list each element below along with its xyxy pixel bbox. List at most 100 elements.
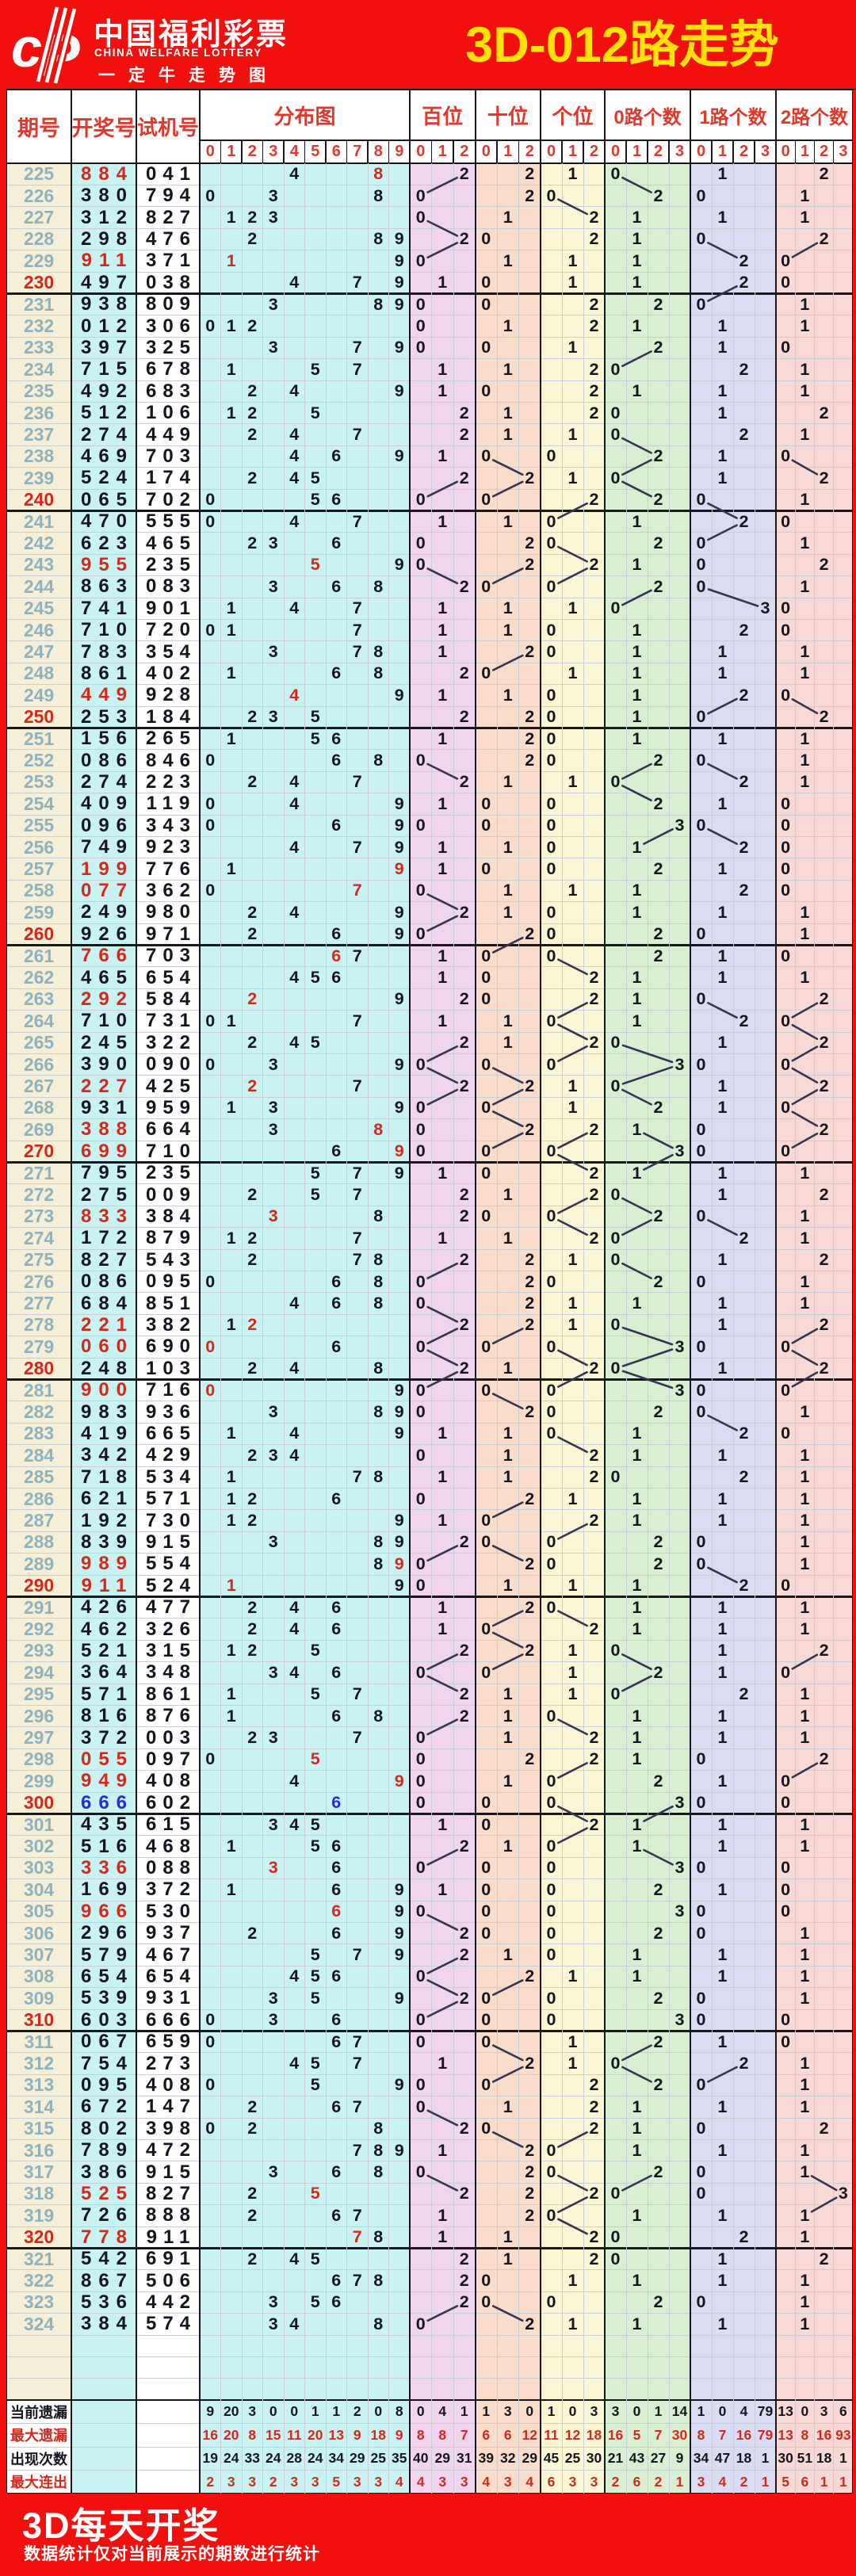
grid-line	[625, 140, 627, 163]
trend-digit-shi: 2	[525, 707, 535, 727]
issue-cell: 266	[23, 1053, 55, 1075]
stat-value: 39	[478, 2450, 494, 2467]
test-number: 506	[145, 2269, 197, 2291]
dist-digit: 6	[331, 2270, 342, 2290]
win-number: 579	[80, 1943, 135, 1966]
trend-digit-lu2: 0	[781, 338, 791, 357]
trend-digit-lu0: 1	[632, 1597, 642, 1617]
trend-digit-shi: 0	[481, 490, 491, 510]
trend-digit-lu1: 1	[717, 1836, 728, 1856]
bottom-banner: 3D每天开奖 数据统计仅对当前展示的期数进行统计	[0, 2494, 856, 2576]
issue-cell: 316	[23, 2139, 55, 2161]
trend-digit-ge: 1	[567, 1098, 578, 1118]
trend-digit-bai: 0	[415, 490, 426, 510]
trend-digit-lu1: 1	[717, 1359, 728, 1378]
win-number: 462	[80, 1618, 135, 1640]
trend-digit-shi: 0	[481, 989, 491, 1009]
trend-digit-lu1: 0	[696, 1271, 706, 1291]
top-banner: c P 中国福利彩票 CHINA WELFARE LOTTERY 一定牛走势图 …	[0, 0, 856, 90]
dist-digit: 0	[205, 881, 216, 900]
trend-digit-bai: 2	[459, 989, 469, 1009]
test-number: 425	[145, 1075, 197, 1097]
stat-value: 29	[350, 2450, 365, 2467]
issue-cell: 268	[23, 1097, 55, 1118]
grid-line	[304, 140, 306, 163]
issue-cell: 286	[23, 1488, 55, 1509]
stat-value: 79	[757, 2426, 774, 2443]
grid-line	[6, 1596, 853, 1598]
trend-digit-bai: 0	[415, 881, 426, 900]
issue-cell: 239	[23, 467, 55, 488]
stat-value: 3	[611, 2403, 620, 2420]
trend-digit-shi: 1	[503, 1424, 513, 1443]
dist-digit: 3	[268, 1119, 278, 1139]
stat-value: 8	[416, 2426, 425, 2443]
test-number: 654	[145, 1965, 197, 1987]
dist-digit: 7	[352, 2270, 362, 2290]
issue-cell: 304	[23, 1878, 55, 1900]
dist-digit: 9	[394, 1879, 404, 1899]
dist-digit: 0	[205, 750, 216, 770]
trend-digit-shi: 2	[525, 2053, 535, 2073]
trend-digit-shi: 1	[503, 1706, 513, 1726]
dist-digit: 7	[352, 1184, 362, 1204]
issue-cell: 231	[23, 293, 55, 315]
stat-value: 1	[697, 2403, 705, 2420]
issue-cell: 267	[23, 1075, 55, 1096]
grid-line	[367, 163, 369, 2494]
trend-digit-lu1: 0	[696, 750, 706, 770]
grid-line	[6, 1292, 853, 1294]
trend-digit-lu1: 2	[739, 1424, 749, 1443]
dist-digit: 7	[352, 1163, 362, 1183]
header-tick-lu1-3: 3	[760, 143, 770, 160]
win-number: 931	[80, 1096, 135, 1118]
win-number: 536	[80, 2291, 135, 2313]
trend-digit-lu1: 0	[696, 1532, 706, 1552]
trend-digit-lu1: 1	[717, 902, 728, 922]
trend-digit-lu1: 0	[696, 2010, 706, 2030]
trend-digit-lu0: 2	[653, 1532, 663, 1552]
trend-digit-shi: 2	[525, 1076, 535, 1095]
trend-digit-lu2: 2	[819, 164, 829, 184]
test-number: 103	[145, 1357, 197, 1379]
stat-value: 3	[248, 2473, 257, 2490]
grid-line	[6, 1770, 853, 1771]
trend-digit-ge: 0	[546, 1054, 556, 1074]
trend-digit-lu0: 1	[632, 1576, 642, 1596]
trend-digit-lu2: 0	[781, 837, 791, 857]
trend-digit-bai: 0	[415, 338, 426, 357]
dist-digit: 3	[268, 576, 278, 596]
trend-digit-shi: 0	[481, 1098, 491, 1118]
trend-digit-lu2: 1	[800, 2292, 810, 2312]
trend-digit-lu1: 0	[696, 1793, 706, 1813]
trend-digit-bai: 2	[459, 2292, 469, 2312]
dist-digit: 9	[394, 229, 404, 249]
issue-cell: 226	[23, 185, 55, 206]
trend-digit-lu0: 2	[653, 533, 663, 552]
dist-digit: 4	[289, 1619, 300, 1638]
trend-digit-bai: 2	[459, 2119, 469, 2138]
trend-digit-lu2: 1	[800, 424, 810, 444]
trend-digit-ge: 2	[589, 1445, 599, 1465]
issue-cell: 288	[23, 1531, 55, 1553]
win-number: 827	[80, 1248, 135, 1271]
grid-line	[200, 140, 853, 141]
header-tick-dist-6: 6	[331, 143, 341, 160]
issue-cell: 238	[23, 445, 55, 467]
trend-digit-ge: 2	[589, 1033, 599, 1053]
header-tick-lu2-0: 0	[781, 143, 790, 160]
stat-value: 3	[353, 2473, 361, 2490]
trend-digit-bai: 0	[415, 1793, 426, 1813]
test-number: 223	[145, 770, 197, 793]
stat-value: 8	[801, 2426, 809, 2443]
dist-digit: 0	[205, 315, 216, 335]
test-number: 325	[145, 336, 197, 358]
left-edge-stripe	[0, 90, 6, 2494]
issue-cell: 250	[23, 706, 55, 728]
test-number: 666	[145, 2008, 197, 2031]
grid-line	[262, 140, 264, 163]
test-number: 665	[145, 1422, 197, 1444]
dist-digit: 9	[394, 338, 404, 357]
trend-digit-lu0: 1	[632, 1445, 642, 1465]
trend-digit-lu0: 2	[653, 1662, 663, 1682]
